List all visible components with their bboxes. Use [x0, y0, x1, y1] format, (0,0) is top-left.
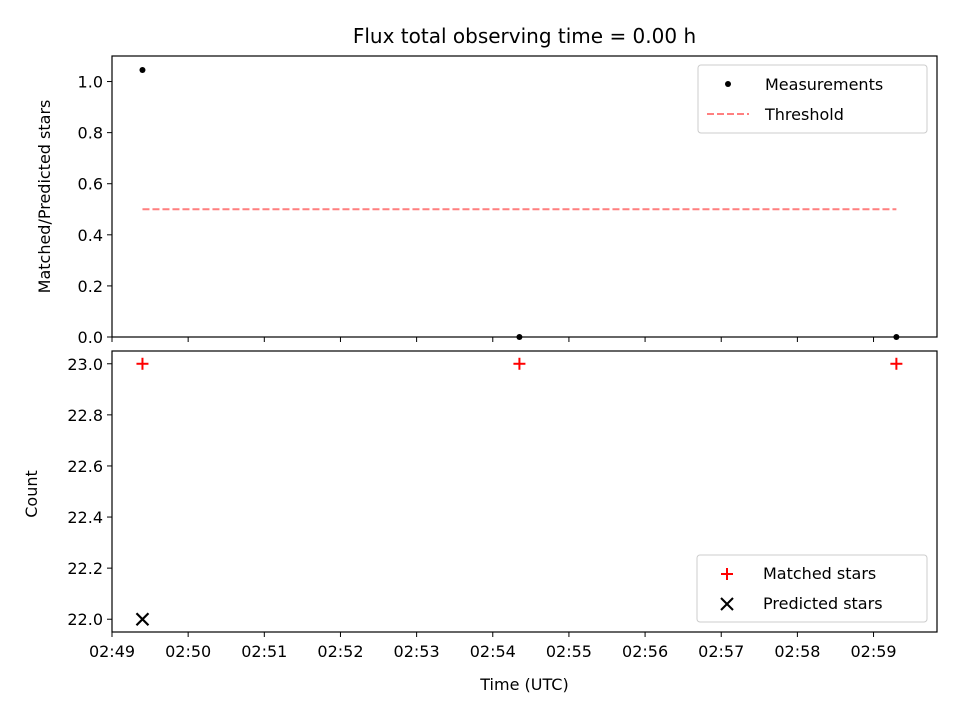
bottom-x-tick-label: 02:58 — [774, 642, 820, 661]
bottom-x-tick-label: 02:49 — [89, 642, 135, 661]
bottom-x-tick-label: 02:54 — [470, 642, 516, 661]
bottom-y-tick-label: 22.4 — [67, 508, 103, 527]
bottom-x-tick-label: 02:50 — [165, 642, 211, 661]
bottom-x-tick-label: 02:56 — [622, 642, 668, 661]
bottom-y-tick-label: 22.0 — [67, 610, 103, 629]
bottom-y-tick-label: 22.2 — [67, 559, 103, 578]
bottom-x-tick-label: 02:55 — [546, 642, 592, 661]
top-y-tick-label: 0.6 — [78, 175, 103, 194]
bottom-panel-frame — [111, 350, 938, 633]
bottom-legend-box — [696, 554, 928, 623]
top-y-tick-label: 0.2 — [78, 277, 103, 296]
bottom-x-tick-label: 02:51 — [241, 642, 287, 661]
top-y-tick-label: 1.0 — [78, 73, 103, 92]
top-legend-measurements-marker — [725, 81, 731, 87]
chart-title: Flux total observing time = 0.00 h — [353, 24, 696, 48]
bottom-predicted-stars-point-b — [135, 612, 150, 627]
x-axis-label: Time (UTC) — [479, 675, 568, 694]
top-y-axis-label: Matched/Predicted stars — [35, 100, 54, 294]
bottom-y-axis-label: Count — [22, 470, 41, 518]
bottom-x-axis: 02:49 02:50 02:51 02:52 02:53 02:54 02:55 02:56… — [89, 632, 897, 661]
top-y-axis: 0.0 0.2 0.4 0.6 0.8 1.0 — [78, 73, 112, 347]
bottom-legend-matched-label: Matched stars — [763, 564, 876, 583]
bottom-x-tick-label: 02:53 — [394, 642, 440, 661]
top-legend-measurements-label: Measurements — [765, 75, 883, 94]
bottom-y-tick-label: 22.8 — [67, 406, 103, 425]
bottom-legend-matched-marker — [721, 568, 733, 580]
top-legend-threshold-label: Threshold — [764, 105, 844, 124]
top-x-axis — [111, 337, 875, 342]
bottom-y-tick-label: 22.6 — [67, 457, 103, 476]
bottom-legend-predicted-marker — [720, 597, 734, 611]
top-legend: Measurements Threshold — [697, 64, 928, 134]
bottom-x-tick-label: 02:59 — [850, 642, 896, 661]
top-y-tick-label: 0.8 — [78, 124, 103, 143]
bottom-matched-stars-point — [513, 357, 526, 370]
top-panel-frame — [111, 55, 938, 338]
bottom-y-axis: 22.0 22.2 22.4 22.6 22.8 23.0 — [67, 355, 112, 629]
top-measurements-point — [139, 67, 146, 74]
top-panel: 0.0 0.2 0.4 0.6 0.8 1.0 Matched/Predicted sta… — [35, 55, 938, 347]
bottom-x-tick-label: 02:57 — [698, 642, 744, 661]
bottom-legend: Matched stars Predicted stars — [696, 554, 928, 623]
bottom-panel: 22.0 22.2 22.4 22.6 22.8 23.0 02:49 02:50 02:51… — [22, 350, 938, 694]
bottom-x-tick-label: 02:52 — [317, 642, 363, 661]
bottom-panel-marks — [135, 357, 903, 627]
bottom-y-tick-label: 23.0 — [67, 355, 103, 374]
bottom-legend-predicted-label: Predicted stars — [763, 594, 883, 613]
top-legend-box — [697, 64, 928, 134]
top-y-tick-label: 0.0 — [78, 328, 103, 347]
bottom-matched-stars-point — [890, 357, 903, 370]
bottom-matched-stars-point — [136, 357, 149, 370]
bottom-predicted-stars-point — [135, 612, 150, 627]
top-y-tick-label: 0.4 — [78, 226, 103, 245]
